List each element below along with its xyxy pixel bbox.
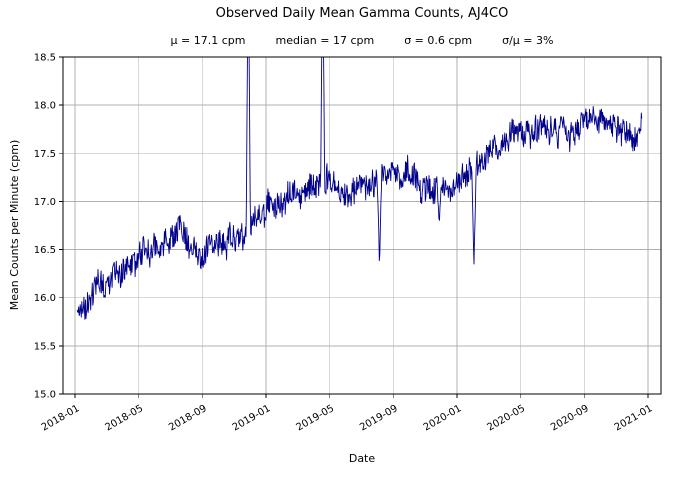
y-tick-label: 15.0	[34, 390, 56, 401]
stat-median: median = 17 cpm	[275, 34, 375, 47]
y-tick-label: 15.5	[34, 341, 56, 352]
chart-title: Observed Daily Mean Gamma Counts, AJ4CO	[215, 6, 509, 21]
y-tick-label: 18.5	[34, 53, 56, 64]
x-axis-label: Date	[348, 452, 376, 465]
x-tick-label: 2019-09	[358, 403, 400, 433]
x-tick-label: 2018-09	[167, 403, 209, 433]
x-tick-label: 2020-09	[549, 403, 591, 433]
y-tick-label: 16.5	[34, 245, 56, 256]
x-tick-label: 2019-05	[294, 403, 336, 433]
stat-sigma: σ = 0.6 cpm	[404, 34, 473, 47]
y-tick-label: 18.0	[34, 101, 56, 112]
stat-sigma-over-mu: σ/μ = 3%	[502, 34, 554, 47]
stat-mu: μ = 17.1 cpm	[170, 34, 246, 47]
data-line	[76, 57, 643, 320]
x-tick-label: 2018-05	[103, 403, 145, 433]
y-axis-label: Mean Counts per Minute (cpm)	[8, 139, 21, 311]
y-tick-label: 17.0	[34, 197, 56, 208]
x-tick-label: 2018-01	[40, 403, 82, 433]
chart-stats-line: μ = 17.1 cpm median = 17 cpm σ = 0.6 cpm…	[63, 34, 661, 47]
plot-border	[62, 56, 662, 395]
y-tick-label: 17.5	[34, 149, 56, 160]
y-tick-label: 16.0	[34, 293, 56, 304]
x-tick-label: 2019-01	[231, 403, 273, 433]
x-tick-label: 2021-01	[613, 403, 655, 433]
x-tick-label: 2020-01	[422, 403, 464, 433]
x-tick-label: 2020-05	[485, 403, 527, 433]
